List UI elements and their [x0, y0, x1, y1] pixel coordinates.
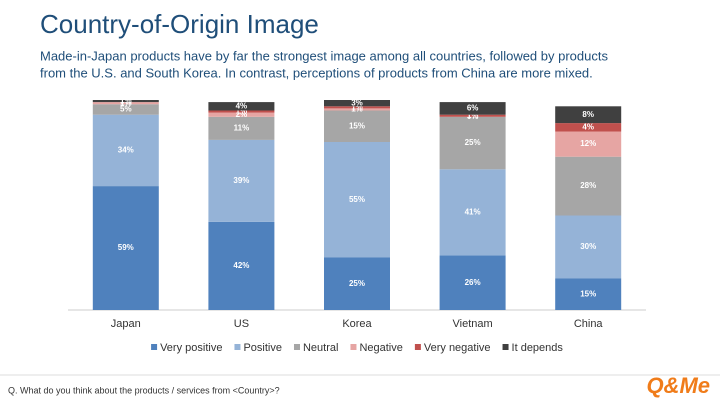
data-label: 25%	[465, 138, 481, 147]
bar-segment	[555, 278, 622, 310]
bar-segment	[92, 102, 159, 105]
bar-segment	[92, 100, 159, 103]
bar-segment	[439, 116, 506, 170]
legend-swatch	[350, 344, 357, 350]
bar-segment	[208, 110, 275, 113]
logo: Q&Me	[646, 373, 710, 398]
data-label: 4%	[236, 101, 248, 110]
legend-swatch	[293, 344, 300, 350]
bar-segment	[92, 104, 159, 115]
data-label: 1%	[351, 105, 363, 114]
legend-swatch	[234, 344, 241, 350]
data-label: 55%	[349, 195, 365, 204]
data-label: 6%	[467, 104, 479, 113]
bar-segment	[324, 100, 390, 107]
data-label: 4%	[582, 122, 594, 131]
bar-segment	[439, 102, 506, 115]
data-label: 15%	[349, 121, 365, 130]
bar-segment	[92, 186, 159, 310]
data-label: 26%	[465, 278, 481, 287]
data-label: 1%	[236, 107, 248, 116]
bar-segment	[439, 255, 506, 310]
bar-segment	[555, 156, 622, 216]
bar-segment	[208, 112, 275, 117]
bar-segment	[324, 110, 390, 142]
bar-segment	[324, 142, 390, 258]
legend-label: Negative	[359, 342, 402, 354]
x-tick-label: Japan	[111, 318, 141, 330]
data-label: 28%	[580, 181, 596, 190]
legend-label: It depends	[512, 342, 564, 354]
data-label: 2%	[236, 110, 248, 119]
bar-segment	[555, 131, 622, 157]
data-label: 12%	[580, 139, 596, 148]
data-label: 11%	[234, 123, 250, 132]
data-label: 1%	[120, 98, 132, 107]
bar-segment	[208, 139, 275, 222]
bar-segment	[555, 215, 622, 279]
x-tick-label: Korea	[342, 318, 372, 330]
x-tick-label: Vietnam	[453, 318, 493, 330]
data-label: 39%	[233, 176, 249, 185]
x-tick-label: US	[234, 318, 249, 330]
bar-segment	[324, 108, 390, 111]
subtitle-line: from the U.S. and South Korea. In contra…	[40, 65, 593, 80]
chart-title: Country-of-Origin Image	[40, 9, 319, 39]
legend-label: Positive	[243, 342, 282, 354]
legend-label: Very positive	[160, 342, 222, 354]
data-label: 8%	[582, 110, 594, 119]
bar-segment	[92, 114, 159, 187]
footnote: Q. What do you think about the products …	[8, 385, 280, 395]
data-label: 5%	[120, 105, 132, 114]
bar-segment	[555, 106, 622, 124]
bar-segment	[439, 169, 506, 256]
bar-segment	[439, 114, 506, 117]
bar-segment	[324, 106, 390, 109]
data-label: 59%	[118, 243, 134, 252]
data-label: 3%	[351, 98, 363, 107]
legend-swatch	[414, 344, 421, 350]
data-label: 15%	[580, 289, 596, 298]
data-label: 30%	[580, 242, 596, 251]
subtitle-line: Made-in-Japan products have by far the s…	[40, 48, 608, 63]
bar-segment	[555, 123, 622, 132]
legend-swatch	[502, 344, 509, 350]
data-label: 41%	[465, 207, 481, 216]
data-label: 25%	[349, 279, 365, 288]
data-label: 34%	[118, 146, 134, 155]
legend-label: Neutral	[303, 342, 338, 354]
data-label: 1%	[351, 102, 363, 111]
data-label: 42%	[233, 261, 249, 270]
bar-segment	[324, 257, 390, 310]
legend-swatch	[151, 344, 158, 350]
legend-label: Very negative	[424, 342, 491, 354]
bar-segment	[208, 116, 275, 140]
bar-segment	[208, 102, 275, 111]
data-label: 1%	[467, 111, 479, 120]
x-tick-label: China	[574, 318, 604, 330]
bar-segment	[208, 221, 275, 310]
data-label: 1%	[120, 96, 132, 105]
